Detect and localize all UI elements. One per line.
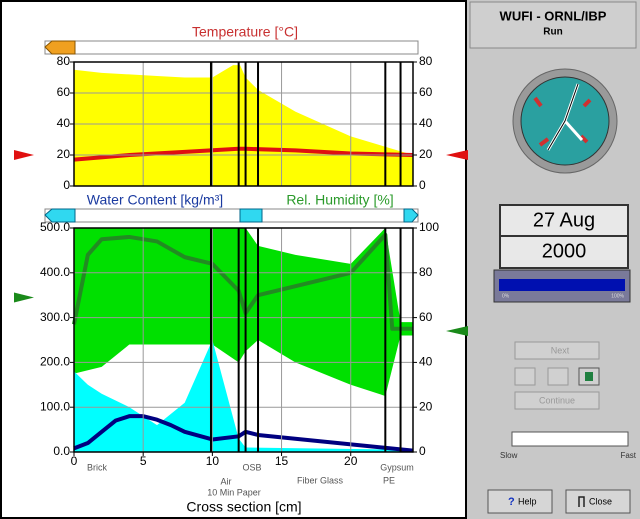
- run-status: Run: [543, 27, 562, 38]
- y2-tick-label: 60: [419, 85, 433, 99]
- charts: Temperature [°C] Water Content [kg/m³] Rel…: [14, 24, 468, 515]
- y-tick-label: 0: [63, 178, 70, 192]
- speed-min: Slow: [500, 451, 518, 460]
- y2-tick-label: 100: [419, 220, 439, 234]
- x-tick-label: 15: [275, 454, 289, 468]
- y2-tick-label: 60: [419, 310, 433, 324]
- y2-tick-label: 20: [419, 399, 433, 413]
- y-tick-label: 500.0: [40, 220, 70, 234]
- step-button[interactable]: [548, 368, 568, 385]
- layer-label: Air: [221, 476, 232, 486]
- y2-tick-label: 40: [419, 355, 433, 369]
- y2-tick-label: 0: [419, 178, 426, 192]
- x-tick-label: 0: [71, 454, 78, 468]
- layer-label: Fiber Glass: [297, 475, 344, 485]
- speed-max: Fast: [620, 451, 636, 460]
- profile-slider[interactable]: [45, 209, 418, 222]
- y2-tick-label: 80: [419, 265, 433, 279]
- x-axis-title: Cross section [cm]: [186, 499, 301, 515]
- step-button[interactable]: [515, 368, 535, 385]
- x-tick-label: 20: [344, 454, 358, 468]
- y-tick-label: 200.0: [40, 355, 70, 369]
- y-tick-label: 80: [57, 54, 71, 68]
- date-day: 27 Aug: [533, 209, 595, 231]
- x-tick-label: 10: [206, 454, 220, 468]
- speed-slider[interactable]: [512, 432, 628, 446]
- progress-max: 100%: [611, 293, 624, 299]
- y-tick-label: 60: [57, 85, 71, 99]
- y-tick-label: 400.0: [40, 265, 70, 279]
- y-tick-label: 300.0: [40, 310, 70, 324]
- close-label: Close: [589, 496, 612, 506]
- layer-label: OSB: [242, 462, 261, 472]
- y-tick-label: 100.0: [40, 399, 70, 413]
- app-window: Temperature [°C] Water Content [kg/m³] Rel…: [0, 0, 640, 519]
- y2-tick-label: 20: [419, 147, 433, 161]
- date-year: 2000: [542, 240, 587, 262]
- help-label: Help: [518, 496, 537, 506]
- progress-min: 0%: [502, 293, 510, 299]
- layer-label: PE: [383, 475, 395, 485]
- slider-handle[interactable]: [45, 41, 75, 54]
- y2-tick-label: 80: [419, 54, 433, 68]
- next-label: Next: [551, 345, 570, 355]
- chart-title: Temperature [°C]: [192, 24, 298, 40]
- continue-label: Continue: [539, 395, 575, 405]
- layer-label: Gypsum: [380, 462, 414, 472]
- y-tick-label: 20: [57, 147, 71, 161]
- help-icon: ?: [508, 496, 515, 508]
- slider-handle[interactable]: [240, 209, 262, 222]
- y-axis-title: Water Content [kg/m³]: [87, 192, 223, 208]
- y2-axis-title: Rel. Humidity [%]: [286, 192, 393, 208]
- y-tick-label: 40: [57, 116, 71, 130]
- y2-tick-label: 40: [419, 116, 433, 130]
- y2-tick-label: 0: [419, 444, 426, 458]
- time-slider[interactable]: [45, 41, 418, 54]
- layer-label: Brick: [87, 462, 107, 472]
- progress-bar: [499, 279, 625, 291]
- layer-label: 10 Min Paper: [207, 487, 261, 497]
- step-icon: [585, 372, 593, 381]
- y-tick-label: 0.0: [53, 444, 70, 458]
- app-title: WUFI - ORNL/IBP: [500, 8, 607, 23]
- x-tick-label: 5: [140, 454, 147, 468]
